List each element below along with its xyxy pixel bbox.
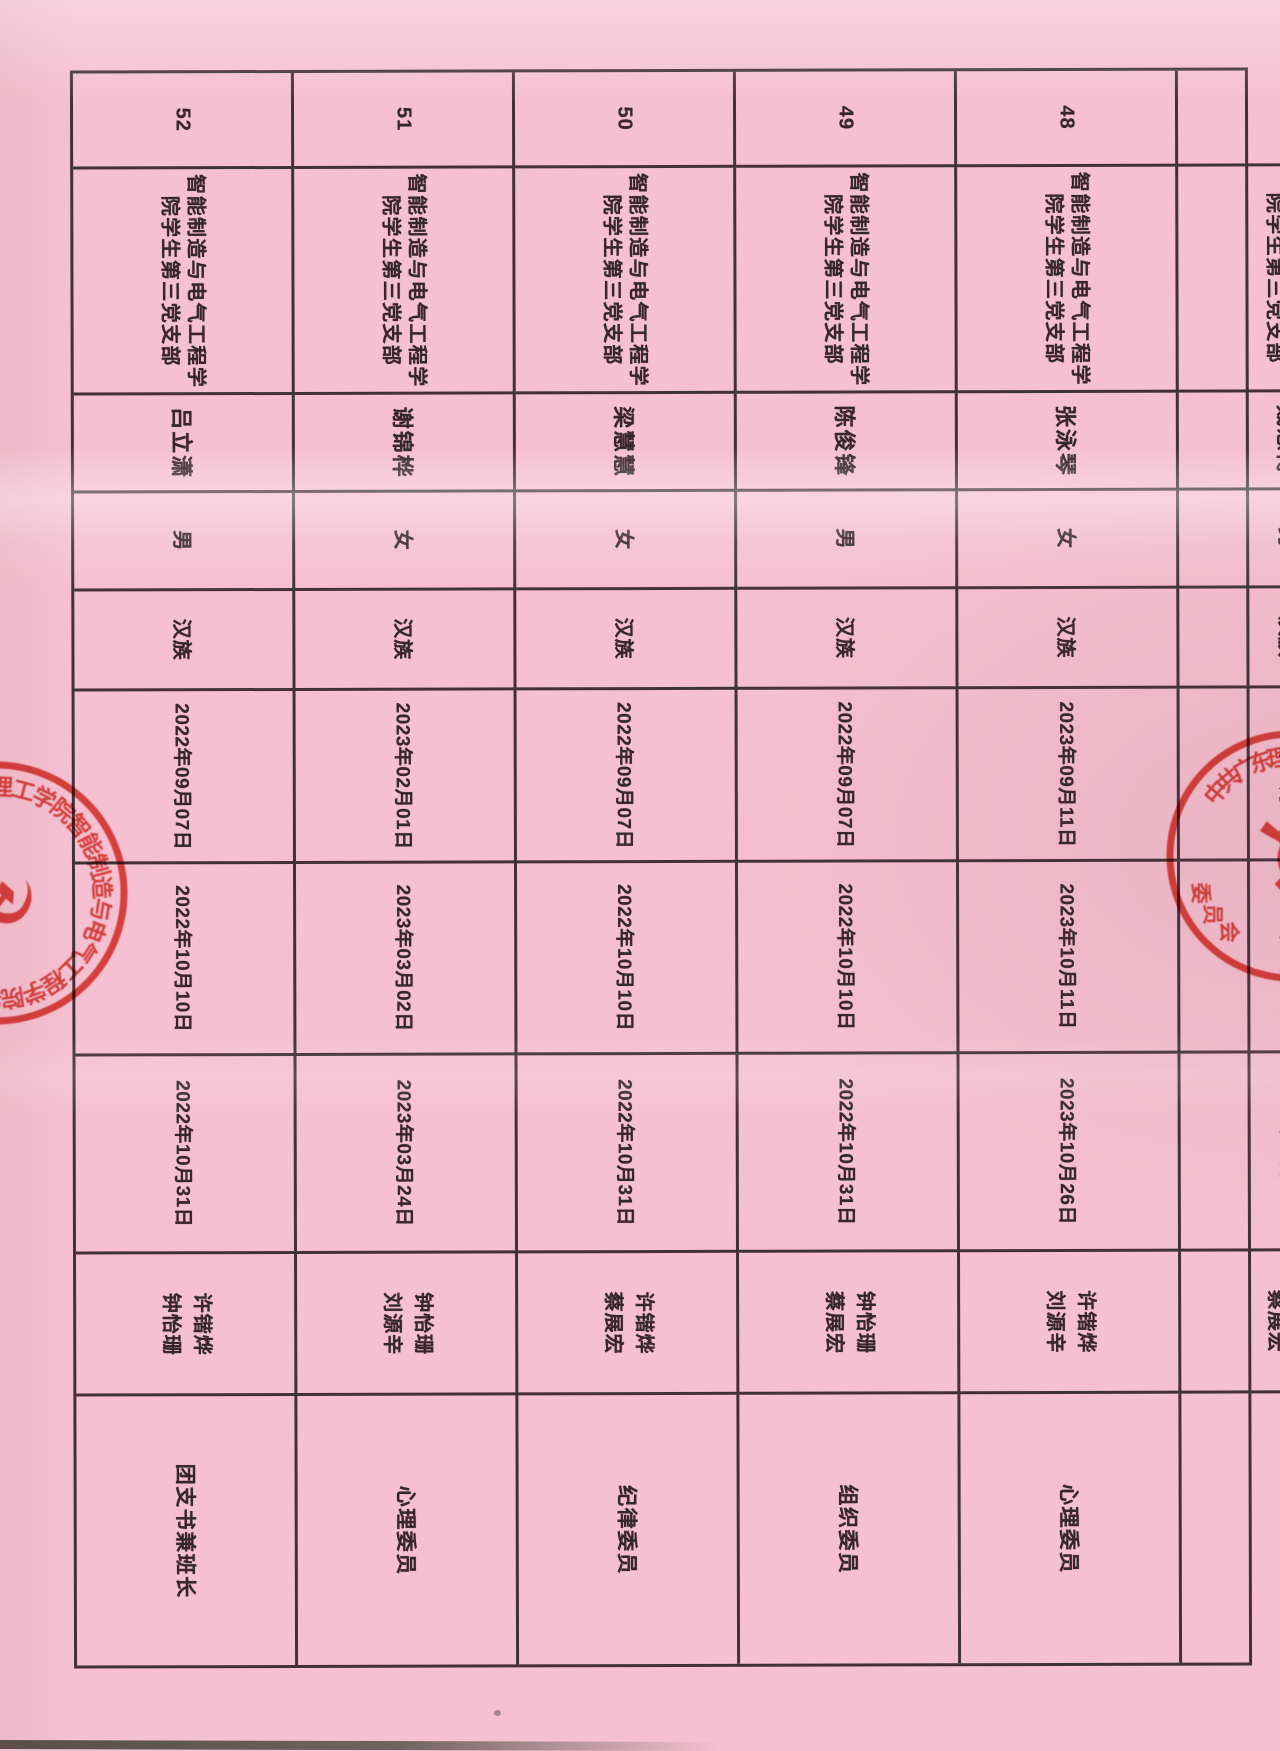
seal-arc-character: 院 [0, 983, 26, 1012]
cell-gender: 女 [958, 490, 1180, 590]
cell-date2: 2022年10月10日 [74, 863, 297, 1057]
cell-ethnicity: 汉族 [295, 590, 517, 691]
cell-date3: 2023年03月24日 [296, 1055, 519, 1254]
cell-gender: 女 [295, 492, 517, 591]
cell-introducers: 钟怡珊 刘源辛 [297, 1253, 519, 1396]
cell-date1: 2022年09月07日 [74, 690, 296, 865]
cell-branch: 智能制造与电气工程学院学生第三党支部 [73, 168, 295, 396]
cell-name: 吕立潇 [73, 394, 296, 494]
cell-date3: 2023年10月26日 [1180, 1053, 1280, 1252]
cell-position: 纪律委员 [518, 1394, 741, 1665]
cell-branch: 智能制造与电气工程学院学生第三党支部 [294, 168, 516, 395]
cell-name: 张泳琴 [957, 392, 1180, 492]
roster-table: 5251504948474645444342414039智能制造与电气工程学院学… [69, 67, 1280, 1669]
cell-date1: 2023年02月01日 [295, 690, 517, 864]
cell-ethnicity: 汉族 [1179, 588, 1280, 689]
cell-number: 50 [514, 71, 737, 169]
cell-number: 51 [293, 72, 516, 169]
cell-branch: 智能制造与电气工程学院学生第三党支部 [1178, 166, 1280, 393]
seal-arc-character: 工 [9, 775, 38, 806]
cell-position: 组织委员 [739, 1394, 962, 1664]
paper-edge-shadow [0, 1740, 721, 1751]
cell-name: 谢锦桦 [294, 394, 517, 493]
cell-date1: 2022年09月07日 [737, 689, 959, 863]
cell-date3: 2022年10月31日 [517, 1054, 740, 1254]
cell-name: 陈俊锋 [736, 393, 959, 492]
cell-date3: 2022年10月31日 [75, 1055, 298, 1255]
cell-gender: 男 [74, 492, 296, 592]
cell-name: 戴懋博 [1178, 392, 1280, 491]
cell-gender: 男 [737, 491, 959, 590]
cell-date2: 2022年10月10日 [516, 862, 739, 1056]
cell-date1: 2023年09月11日 [1179, 688, 1280, 862]
cell-gender: 男 [1179, 490, 1280, 589]
cell-position: 团支书兼班长 [76, 1395, 299, 1666]
cell-ethnicity: 汉族 [74, 590, 296, 692]
seal-arc-character: 理 [0, 774, 14, 801]
seal-arc-character: 程 [37, 965, 70, 999]
cell-branch: 智能制造与电气工程学院学生第三党支部 [957, 166, 1179, 394]
cell-introducers: 许锴烨 钟怡珊 [76, 1253, 298, 1397]
cell-number: 47 [1177, 70, 1280, 167]
hammer-sickle-emblem-icon: ☭ [0, 852, 50, 934]
cell-introducers: 许锴烨 蔡展宏 [518, 1252, 740, 1396]
seal-arc-character: 学 [28, 782, 60, 816]
cell-date1: 2023年09月11日 [958, 688, 1180, 863]
cell-position: 团支书兼班长 [1181, 1393, 1280, 1663]
cell-number: 52 [72, 72, 295, 170]
paper-speck [494, 1710, 501, 1716]
cell-position: 心理委员 [960, 1393, 1183, 1664]
cell-branch: 智能制造与电气工程学院学生第三党支部 [515, 167, 737, 395]
cell-ethnicity: 汉族 [737, 589, 959, 690]
cell-date1: 2022年09月07日 [516, 689, 738, 864]
seal-arc-character: 学 [19, 976, 50, 1009]
cell-ethnicity: 汉族 [958, 588, 1180, 690]
cell-date2: 2023年10月11日 [1179, 861, 1280, 1054]
cell-introducers: 钟怡珊 蔡展宏 [739, 1252, 961, 1395]
cell-date2: 2022年10月10日 [737, 862, 960, 1055]
seal-arc-character: 学 [0, 985, 3, 1012]
cell-date2: 2023年03月02日 [295, 863, 518, 1056]
cell-date3: 2022年10月31日 [738, 1054, 961, 1253]
cell-introducers: 刘源辛 蔡展宏 [1181, 1251, 1280, 1394]
cell-introducers: 许锴烨 刘源辛 [960, 1251, 1182, 1395]
cell-date2: 2023年10月11日 [958, 861, 1181, 1055]
cell-gender: 女 [516, 491, 738, 591]
cell-number: 48 [956, 70, 1179, 168]
cell-name: 梁慧慧 [515, 393, 738, 493]
cell-position: 心理委员 [297, 1395, 520, 1665]
cell-ethnicity: 汉族 [516, 589, 738, 691]
cell-number: 49 [735, 71, 958, 168]
cell-branch: 智能制造与电气工程学院学生第三党支部 [736, 167, 958, 394]
cell-date3: 2023年10月26日 [959, 1053, 1182, 1253]
